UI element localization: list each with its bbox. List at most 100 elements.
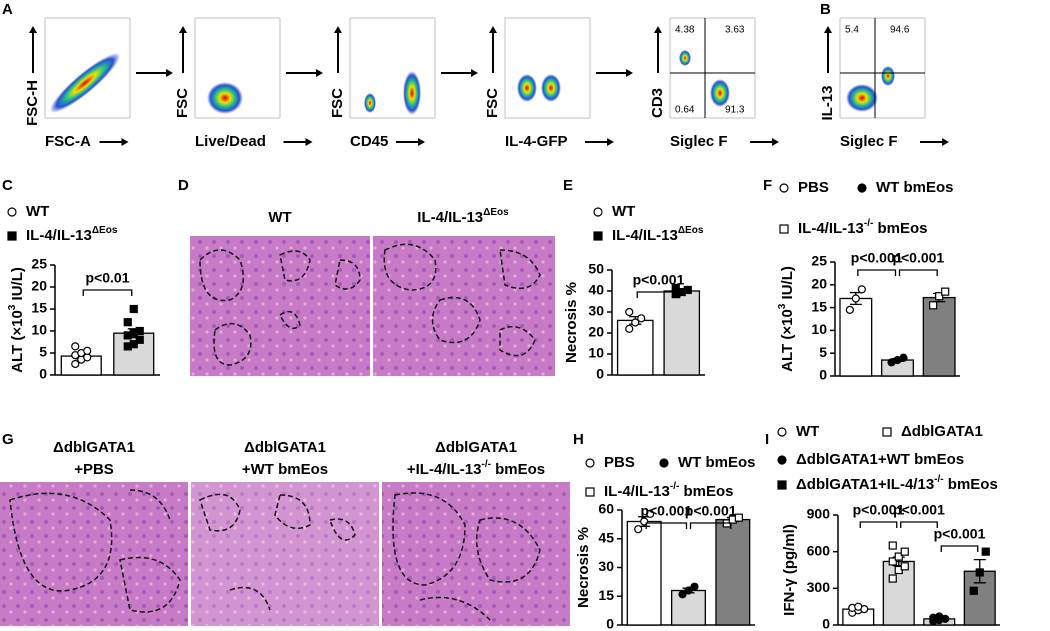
data-point [135,335,144,344]
data-point [888,541,897,550]
data-point [969,586,978,595]
significance-bracket [900,521,938,528]
data-point [845,305,854,314]
y-tick-label: 900 [807,506,831,522]
image-title: ΔdblGATA1 [53,439,135,456]
flow-y-label: IL-13 [819,85,836,120]
event-density [364,93,376,113]
data-point [83,346,92,355]
legend-marker [7,207,17,217]
flow-x-label: IL-4-GFP [505,133,568,150]
y-tick-label: 300 [807,579,831,595]
arrow-head [471,69,478,77]
legend-label-sup: ΔEos [678,225,704,236]
legend-label-part: IL-4/IL-13 [26,227,92,244]
event-density [517,74,537,102]
legend-label: WT [612,203,635,220]
arrow-head [179,26,187,33]
bar [671,589,706,626]
flow-x-label: Live/Dead [195,133,266,150]
data-point [123,318,132,327]
p-value: p<0.001 [893,502,945,518]
image-title-part: bmEos [491,461,545,478]
y-axis-label: Necrosis % [563,282,580,363]
data-point [975,568,984,577]
y-tick-label: 45 [598,529,614,545]
legend-label: WT [796,423,819,440]
p-value: p<0.001 [640,503,692,519]
image-title: +WT bmEos [242,461,328,478]
legend-marker [659,458,669,468]
quadrant-value: 5.4 [845,25,859,36]
y-axis-label: ALT (×103 IU/L) [7,267,26,373]
event-density [881,66,895,86]
flow-x-label: CD45 [350,133,388,150]
histology-images [0,236,570,626]
bar [113,332,155,376]
significance-bracket [898,269,938,276]
flow-y-label: FSC [484,88,501,118]
flow-plot [349,17,436,119]
flow-y-label: FSC-H [24,80,41,126]
legend-marker [857,183,867,193]
flow-x-label: Siglec F [670,133,728,150]
data-point [929,301,938,310]
legend-label: PBS [604,454,635,471]
y-axis-label-part: ALT (×10 [9,310,26,373]
legend-label-part: bmEos [679,483,733,500]
data-point [734,513,743,522]
significance-bracket [859,521,898,528]
legend-marker [7,231,17,241]
legend-label: WT [26,203,49,220]
event-density [846,84,878,112]
quadrant-value: 94.6 [890,25,910,36]
y-axis-label-part: IU/L) [779,266,796,304]
flow-y-label: CD3 [649,88,666,118]
y-axis-label: IFN-γ (pg/ml) [781,524,798,616]
significance-bracket [82,289,133,296]
legend-label-part: IL-4/IL-13 [798,220,864,237]
p-value: p<0.001 [934,526,986,542]
image-title: IL-4/IL-13ΔEos [417,207,509,226]
data-point [631,318,640,327]
flow-y-label: FSC [174,88,191,118]
data-point [634,525,643,534]
bar [626,520,662,626]
y-tick-label: 30 [598,558,614,574]
legend-label-part: IL-4/IL-13 [612,227,678,244]
panel-letter: G [2,431,14,448]
p-value: p<0.001 [892,250,944,266]
y-tick-label: 40 [588,282,604,298]
arrow-head [607,138,614,146]
arrow-head [824,26,832,33]
significance-bracket [689,522,732,529]
data-point [857,285,866,294]
image-title: ΔdblGATA1 [244,439,326,456]
data-point [854,602,863,611]
bar [922,296,956,377]
y-tick-label: 50 [588,261,604,277]
legend-marker [779,224,789,234]
data-point [637,314,646,323]
event-density [49,53,121,113]
significance-bracket [940,545,979,552]
y-axis-label: ALT (×103 IU/L) [777,266,796,372]
event-density [403,71,421,115]
y-tick-label: 15 [811,298,827,314]
y-tick-label: 25 [31,256,47,272]
y-axis-label-sup: 3 [7,304,18,310]
y-tick-label: 30 [588,303,604,319]
data-point [888,574,897,583]
legend-marker [777,480,787,490]
event-density [679,50,691,66]
p-value: p<0.001 [851,250,903,266]
y-tick-label: 20 [31,278,47,294]
legend-label: ΔdblGATA1+WT bmEos [796,451,964,468]
arrow-head [121,138,129,146]
event-density [207,82,243,114]
legend-label-part: IL-4/IL-13 [604,483,670,500]
arrow-head [418,138,425,146]
image-title-sup: ΔEos [483,207,509,218]
y-tick-label: 0 [39,366,47,382]
arrow-head [316,69,323,77]
